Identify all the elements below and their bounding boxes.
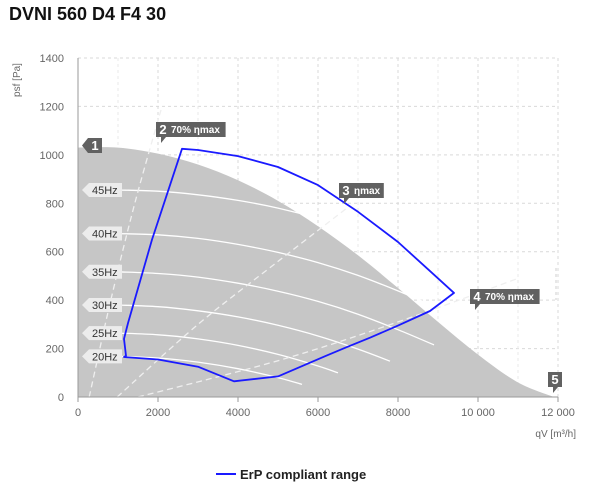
- frequency-curve: [117, 355, 303, 386]
- frequency-label: 30Hz: [82, 297, 122, 312]
- y-tick-label: 800: [46, 198, 64, 210]
- chart-title: DVNI 560 D4 F4 30: [9, 4, 167, 24]
- callout-3: 3 ηmax: [339, 183, 384, 204]
- efficiency-line: [116, 205, 351, 398]
- callout-number: 2: [159, 122, 166, 137]
- frequency-tag: [82, 297, 122, 312]
- frequency-curve: [117, 332, 339, 374]
- frequency-label-text: 25Hz: [92, 328, 118, 340]
- callout-number: 1: [91, 138, 98, 153]
- frequency-tag: [82, 349, 122, 364]
- callout-number: 4: [473, 289, 481, 304]
- frequency-curve: [117, 304, 391, 362]
- callout-box: [156, 122, 226, 143]
- y-tick-label: 1000: [40, 150, 64, 162]
- series-layer: [123, 147, 455, 383]
- y-tick-label: 0: [58, 392, 64, 404]
- legend-label: ErP compliant range: [240, 467, 366, 482]
- callout-2: 2 70% ηmax: [156, 122, 226, 143]
- frequency-label: 25Hz: [82, 326, 122, 341]
- x-axis-label: qV [m³/h]: [535, 429, 576, 440]
- frequency-label: 35Hz: [82, 264, 122, 279]
- frequency-label-text: 35Hz: [92, 267, 118, 279]
- x-tick-label: 8000: [386, 407, 410, 419]
- x-tick-label: 2000: [146, 407, 170, 419]
- legend[interactable]: ErP compliant range: [216, 467, 366, 482]
- frequency-curve: [117, 271, 435, 346]
- callout-box: [469, 289, 540, 310]
- y-axis-label: psf [Pa]: [12, 63, 23, 97]
- operating-envelope: [78, 147, 554, 397]
- callout-label: 70% ηmax: [171, 125, 220, 136]
- x-tick-label: 10 000: [461, 407, 495, 419]
- callout-1: 1: [82, 138, 102, 153]
- x-tick-label: 0: [75, 407, 81, 419]
- callout-label: 70% ηmax: [485, 292, 534, 303]
- frequency-tag: [82, 182, 122, 197]
- frequency-label-text: 20Hz: [92, 351, 118, 363]
- frequency-label: 20Hz: [82, 349, 122, 364]
- frequency-label-text: 40Hz: [92, 229, 118, 241]
- y-tick-label: 600: [46, 247, 64, 259]
- series-line: [123, 147, 455, 383]
- frequency-label-text: 45Hz: [92, 185, 118, 197]
- callout-label: ηmax: [354, 186, 381, 197]
- y-tick-label: 400: [46, 295, 64, 307]
- callout-box: [339, 183, 384, 204]
- y-tick-label: 1400: [40, 53, 64, 65]
- frequency-curve: [117, 232, 467, 322]
- envelope-layer: [78, 147, 554, 397]
- frequency-label-text: 30Hz: [92, 300, 118, 312]
- frequency-tag: [82, 264, 122, 279]
- callout-4: 4 70% ηmax: [469, 289, 540, 310]
- y-tick-label: 1200: [40, 101, 64, 113]
- frequency-curve: [117, 189, 463, 276]
- frequency-tag: [82, 226, 122, 241]
- callout-box: [548, 372, 562, 393]
- callout-5: 5: [548, 372, 562, 393]
- callout-number: 5: [551, 372, 558, 387]
- frequency-label: 45Hz: [82, 182, 122, 197]
- callout-number: 3: [342, 183, 349, 198]
- x-tick-label: 12 000: [541, 407, 575, 419]
- x-tick-label: 6000: [306, 407, 330, 419]
- callout-box: [82, 138, 102, 153]
- y-tick-label: 200: [46, 344, 64, 356]
- frequency-tag: [82, 326, 122, 341]
- axes-layer: 0 200 400 600 800 1000 1200 1400 0 2000 4000 6000 80…: [12, 53, 576, 440]
- frequency-label: 40Hz: [82, 226, 122, 241]
- efficiency-line: [137, 277, 519, 398]
- frequency-curves-layer: [117, 189, 467, 386]
- x-tick-label: 4000: [226, 407, 250, 419]
